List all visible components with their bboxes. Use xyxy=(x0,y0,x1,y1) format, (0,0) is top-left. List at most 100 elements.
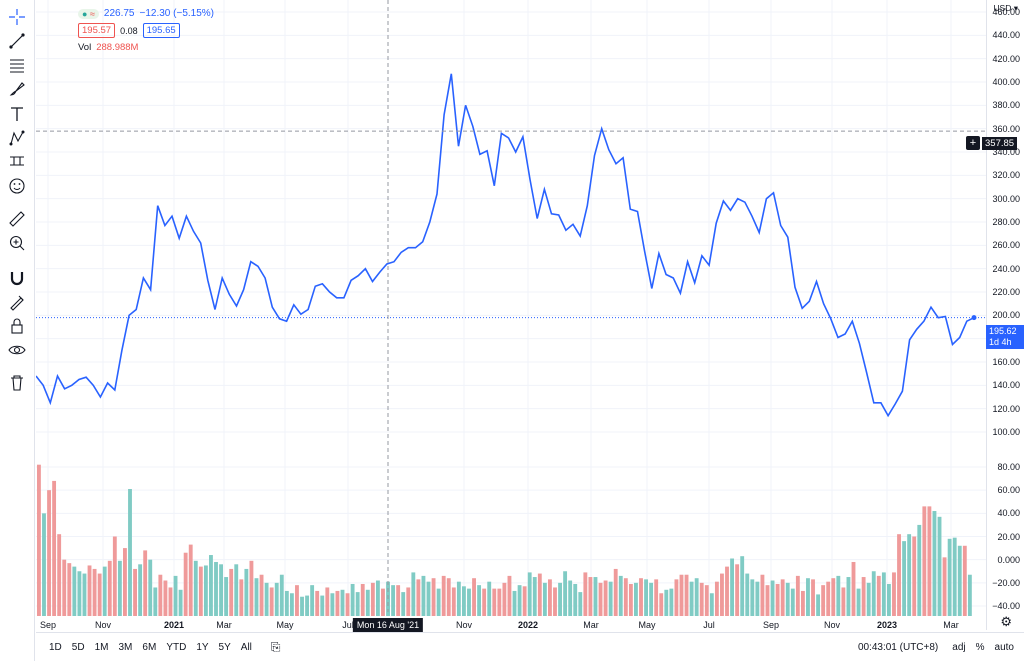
settings-gear-icon[interactable]: ⚙ xyxy=(1000,614,1012,629)
volume-bar xyxy=(967,574,972,616)
volume-bar xyxy=(472,578,476,616)
range-button-all[interactable]: All xyxy=(240,642,252,653)
volume-bar xyxy=(239,579,244,616)
range-button-ytd[interactable]: YTD xyxy=(166,642,187,653)
range-button-1m[interactable]: 1M xyxy=(94,642,109,653)
volume-bar xyxy=(628,583,633,616)
volume-bar xyxy=(375,580,380,616)
range-button-6m[interactable]: 6M xyxy=(142,642,157,653)
volume-bar xyxy=(310,585,315,616)
volume-bar xyxy=(659,593,664,616)
volume-bar xyxy=(725,566,729,616)
price-tick: 440.00 xyxy=(992,30,1020,41)
lock-drawings-icon[interactable] xyxy=(6,291,28,313)
price-axis[interactable]: USD ▾ 460.00 440.00 420.00 400.00 380.00 360.… xyxy=(986,0,1024,630)
volume-bar xyxy=(542,582,547,616)
volume-bar xyxy=(644,579,648,616)
time-tick: Jul xyxy=(342,620,354,630)
time-tick: May xyxy=(638,620,656,630)
volume-bar xyxy=(467,588,471,616)
eye-icon[interactable] xyxy=(6,339,28,361)
volume-bar xyxy=(102,566,107,616)
crosshair-date-label: Mon 16 Aug '21 xyxy=(352,618,424,632)
volume-bar xyxy=(335,590,340,616)
price-tick: 260.00 xyxy=(992,240,1020,251)
volume-tick: 40.00 xyxy=(997,508,1020,519)
volume-bar xyxy=(183,552,188,616)
percent-toggle[interactable]: % xyxy=(975,642,985,653)
trash-icon[interactable] xyxy=(6,372,28,394)
volume-bar xyxy=(714,581,719,616)
volume-bar xyxy=(816,594,821,616)
volume-bar xyxy=(492,588,497,616)
volume-bar xyxy=(62,559,67,616)
add-alert-icon[interactable]: + xyxy=(966,136,980,150)
pattern-icon[interactable] xyxy=(6,127,28,149)
volume-bar xyxy=(502,582,507,616)
clock-display[interactable]: 00:43:01 (UTC+8) xyxy=(857,642,939,653)
volume-bar xyxy=(947,538,952,616)
volume-bar xyxy=(229,568,234,616)
range-button-1y[interactable]: 1Y xyxy=(196,642,209,653)
trend-line-icon[interactable] xyxy=(6,30,28,52)
volume-bar xyxy=(47,490,51,616)
price-tick: 340.00 xyxy=(992,147,1020,157)
ask-badge[interactable]: 195.65 xyxy=(142,23,180,38)
bid-badge[interactable]: 195.57 xyxy=(78,23,116,38)
volume-bar xyxy=(97,573,102,616)
volume-bar xyxy=(315,590,320,616)
volume-bar xyxy=(790,588,795,616)
volume-bar xyxy=(87,565,92,616)
volume-bar xyxy=(937,516,942,616)
legend-quote-row: 195.57 0.08 195.65 xyxy=(78,22,214,39)
ruler-icon[interactable] xyxy=(6,208,28,230)
crosshair-icon[interactable] xyxy=(6,6,28,28)
goto-date-icon[interactable]: ⎘ xyxy=(270,640,281,654)
volume-bar xyxy=(897,534,901,616)
currency-selector[interactable]: USD ▾ xyxy=(993,3,1018,13)
lock-icon[interactable] xyxy=(6,315,28,337)
emoji-icon[interactable] xyxy=(6,175,28,197)
adj-toggle[interactable]: adj xyxy=(952,642,966,653)
volume-bar xyxy=(831,578,836,616)
zoom-icon[interactable] xyxy=(6,232,28,254)
fib-retracement-icon[interactable] xyxy=(6,54,28,76)
brush-icon[interactable] xyxy=(6,78,28,100)
volume-bar xyxy=(401,592,406,616)
drawing-toolbar xyxy=(0,0,35,661)
volume-bar xyxy=(365,589,370,616)
chart-pane[interactable]: ● ≈ 226.75 −12.30 (−5.15%) 195.57 0.08 1… xyxy=(36,0,986,630)
volume-bar xyxy=(957,545,962,616)
volume-bar xyxy=(305,595,310,616)
time-tick: 2023 xyxy=(876,620,898,630)
prediction-icon[interactable] xyxy=(6,150,28,172)
volume-bar xyxy=(254,578,259,616)
auto-scale-toggle[interactable]: auto xyxy=(994,642,1014,653)
volume-bar xyxy=(775,583,780,616)
volume-bar xyxy=(780,579,785,616)
price-chart[interactable] xyxy=(36,0,986,630)
volume-bar xyxy=(811,579,815,616)
volume-bar xyxy=(892,572,896,616)
magnet-icon[interactable] xyxy=(6,267,28,289)
legend-volume-row: Vol 288.988M xyxy=(78,39,214,56)
volume-bar xyxy=(279,574,284,616)
volume-bar xyxy=(649,582,654,616)
legend-price: 226.75 xyxy=(103,8,135,19)
range-button-5d[interactable]: 5D xyxy=(71,642,85,653)
volume-bar xyxy=(841,587,846,616)
time-tick: Nov xyxy=(823,620,841,630)
range-button-1d[interactable]: 1D xyxy=(49,642,62,653)
volume-tick: −40.00 xyxy=(992,601,1020,611)
range-button-3m[interactable]: 3M xyxy=(118,642,133,653)
volume-bar xyxy=(623,578,628,616)
range-button-5y[interactable]: 5Y xyxy=(218,642,231,653)
volume-bar xyxy=(806,578,810,616)
volume-bar xyxy=(507,575,512,616)
price-tick: 140.00 xyxy=(992,380,1020,391)
volume-bar xyxy=(193,560,198,616)
volume-bar xyxy=(497,588,502,616)
text-icon[interactable] xyxy=(6,103,28,125)
time-tick: Mar xyxy=(943,620,959,630)
time-axis[interactable]: Sep Nov 2021 Mar May Jul Nov 2022 Mar May Jul Sep No… xyxy=(36,612,986,632)
